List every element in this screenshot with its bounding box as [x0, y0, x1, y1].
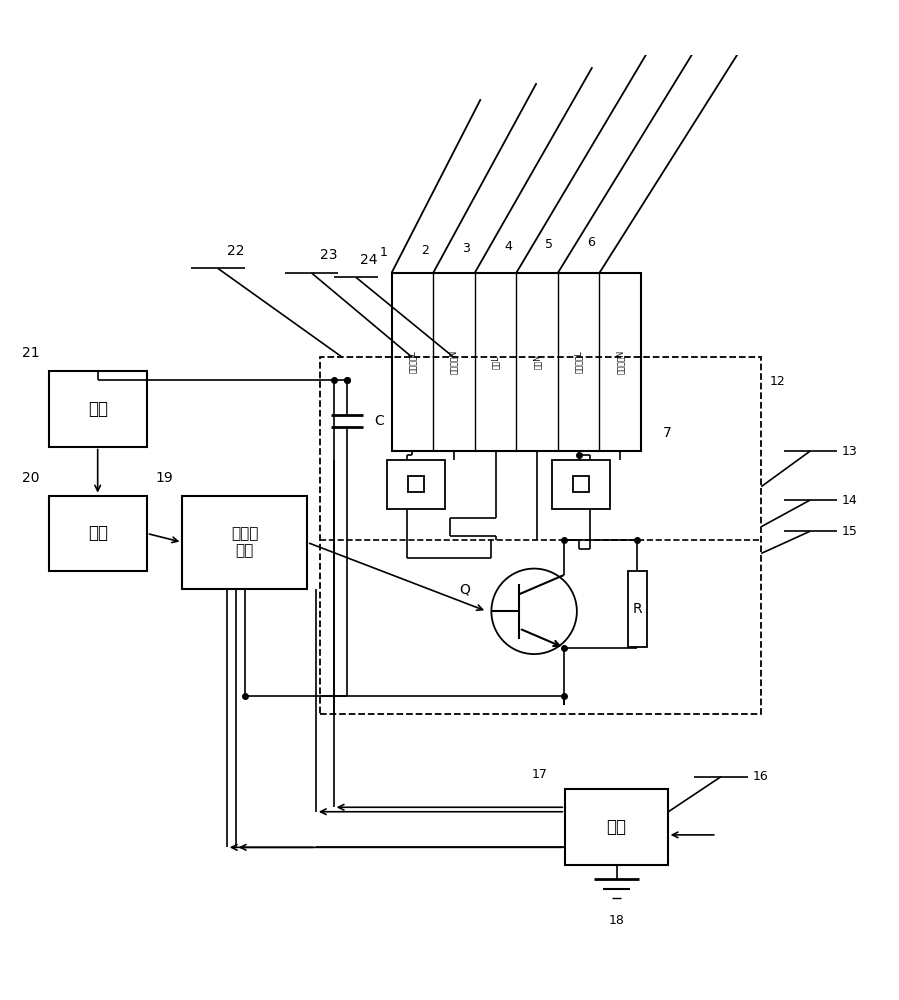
Bar [182, 496, 307, 589]
Text: 22: 22 [227, 244, 245, 258]
Text: 单片机
控制: 单片机 控制 [231, 526, 258, 559]
Text: 备用电源L: 备用电源L [574, 351, 583, 373]
Text: 3: 3 [462, 242, 470, 255]
Text: 检测: 检测 [88, 400, 108, 418]
Bar [392, 273, 641, 451]
Bar [408, 476, 424, 492]
Text: C: C [374, 414, 384, 428]
Text: 6: 6 [587, 236, 595, 249]
Text: 常用电源N: 常用电源N [450, 350, 458, 374]
Text: 15: 15 [841, 525, 858, 538]
Bar [49, 496, 147, 571]
Bar [49, 371, 147, 447]
Text: 备用电源N: 备用电源N [616, 350, 625, 374]
Text: 21: 21 [22, 346, 40, 360]
Text: 14: 14 [841, 493, 857, 506]
Text: Q: Q [459, 583, 470, 597]
Text: R: R [633, 602, 642, 616]
Bar [552, 460, 610, 509]
Text: 20: 20 [22, 471, 40, 485]
Bar [628, 571, 647, 647]
Text: 光耦: 光耦 [88, 524, 108, 542]
Text: 输出L: 输出L [491, 355, 500, 369]
Text: 常用电源L: 常用电源L [408, 351, 417, 373]
Bar [565, 789, 668, 865]
Text: 24: 24 [360, 253, 378, 267]
Text: 19: 19 [156, 471, 174, 485]
Text: 7: 7 [663, 426, 672, 440]
Bar [573, 476, 589, 492]
Text: 23: 23 [320, 248, 338, 262]
Bar [320, 357, 761, 714]
Text: 1: 1 [379, 246, 387, 259]
Text: 输出N: 输出N [532, 354, 541, 369]
Text: 12: 12 [770, 375, 786, 388]
Text: 13: 13 [841, 445, 857, 458]
Text: 16: 16 [752, 770, 768, 783]
Text: 电源: 电源 [607, 818, 627, 836]
Text: 17: 17 [531, 768, 547, 781]
Text: 4: 4 [504, 240, 512, 253]
Text: 5: 5 [546, 238, 554, 251]
Text: 18: 18 [609, 914, 625, 927]
Bar [387, 460, 445, 509]
Text: 2: 2 [421, 244, 429, 257]
